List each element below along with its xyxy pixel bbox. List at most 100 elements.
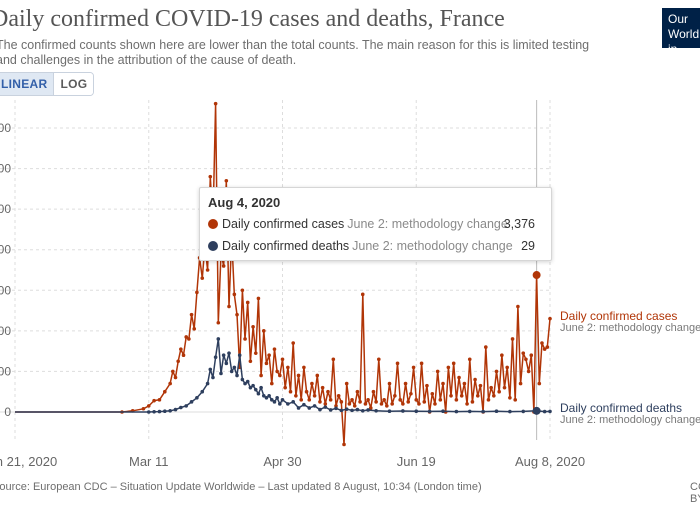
cases-series-note: June 2: methodology change (560, 322, 700, 334)
deaths-point (481, 409, 485, 414)
deaths-point (211, 375, 215, 380)
tooltip-deaths-value: 29 (521, 239, 535, 253)
deaths-point (152, 409, 156, 414)
cases-point (385, 404, 389, 408)
deaths-dot-icon (208, 241, 218, 251)
cases-point (358, 400, 362, 404)
cases-point (176, 359, 180, 364)
cases-point (224, 178, 229, 183)
cases-point (363, 402, 368, 406)
cases-point (368, 406, 373, 410)
chart-subtitle: The confirmed counts shown here are lowe… (0, 38, 590, 67)
deaths-point (302, 402, 306, 407)
cases-point (261, 329, 266, 333)
cases-point (529, 353, 534, 358)
cases-point (425, 383, 429, 388)
deaths-point (195, 396, 199, 400)
cases-point (192, 327, 197, 331)
cases-point (537, 381, 542, 386)
deaths-point (355, 407, 360, 412)
cases-point (141, 406, 146, 411)
deaths-point (200, 389, 205, 394)
cases-point (409, 391, 413, 396)
cases-point (259, 373, 263, 378)
cases-point (243, 337, 247, 341)
cases-point (516, 304, 520, 309)
cases-point (310, 381, 314, 386)
cases-point (275, 369, 279, 374)
cases-point (342, 442, 346, 447)
chart-title: Daily confirmed COVID-19 cases and death… (0, 6, 505, 32)
deaths-series-label[interactable]: Daily confirmed deaths June 2: methodolo… (560, 402, 700, 426)
cases-point (398, 398, 403, 402)
tooltip-deaths-name: Daily confirmed deaths (222, 239, 350, 253)
cases-point (299, 398, 304, 402)
cases-point (326, 389, 330, 394)
owid-logo[interactable]: Our World in Data (662, 8, 700, 48)
y-tick-label: 2,000 (0, 324, 11, 338)
cases-point (227, 304, 231, 309)
deaths-point (374, 408, 378, 413)
linear-scale-button[interactable]: LINEAR (0, 73, 55, 95)
deaths-point (328, 408, 333, 412)
cases-point (296, 373, 301, 378)
cases-point (518, 381, 523, 386)
cases-series-label[interactable]: Daily confirmed cases June 2: methodolog… (560, 310, 700, 334)
cases-point (489, 385, 493, 390)
cases-point (500, 353, 504, 358)
deaths-point (232, 365, 237, 370)
cases-point (430, 391, 435, 396)
cases-point (441, 381, 445, 386)
cases-point (433, 402, 437, 406)
deaths-point (414, 409, 419, 413)
deaths-series-note: June 2: methodology change (560, 414, 700, 426)
cases-point (393, 393, 397, 398)
cases-point (253, 351, 258, 355)
cases-point (484, 345, 488, 349)
cases-point (406, 400, 411, 404)
cases-point (184, 335, 188, 339)
hover-tooltip: Aug 4, 2020 Daily confirmed cases June 2:… (199, 187, 552, 261)
cases-point (189, 312, 194, 317)
deaths-point (441, 409, 445, 413)
cases-point (457, 375, 461, 380)
y-tick-label: 4,000 (0, 243, 11, 257)
cases-point (320, 385, 325, 390)
deaths-point (323, 405, 328, 409)
deaths-point (245, 379, 250, 384)
cases-point (336, 393, 341, 398)
y-tick-label: 1,000 (0, 364, 11, 378)
cases-point (187, 337, 191, 341)
cases-point (390, 402, 394, 406)
deaths-point (427, 409, 432, 414)
deaths-point (179, 405, 183, 410)
log-scale-button[interactable]: LOG (54, 73, 94, 95)
cases-point (395, 361, 400, 366)
cases-highlight-marker (532, 271, 541, 280)
cases-point (248, 359, 253, 364)
tooltip-row-deaths: Daily confirmed deaths June 2: methodolog… (208, 237, 545, 255)
cases-point (307, 398, 312, 402)
deaths-point (286, 402, 290, 406)
cases-point (387, 381, 392, 386)
deaths-point (339, 408, 344, 413)
cases-point (256, 296, 261, 301)
y-tick-label: 5,000 (0, 202, 11, 216)
cases-point (221, 264, 226, 268)
deaths-point (542, 409, 547, 414)
cases-point (205, 268, 210, 272)
cases-point (291, 341, 296, 345)
x-tick-label: Apr 30 (263, 454, 301, 469)
cases-dot-icon (208, 219, 218, 229)
deaths-point (521, 409, 526, 414)
deaths-point (494, 409, 499, 413)
cases-point (350, 398, 354, 402)
x-tick-label: Aug 8, 2020 (515, 454, 585, 469)
cases-point (232, 292, 237, 297)
cases-point (152, 398, 156, 403)
cases-point (328, 398, 333, 402)
deaths-point (344, 407, 349, 411)
cases-point (497, 389, 501, 394)
cases-point (195, 290, 199, 295)
